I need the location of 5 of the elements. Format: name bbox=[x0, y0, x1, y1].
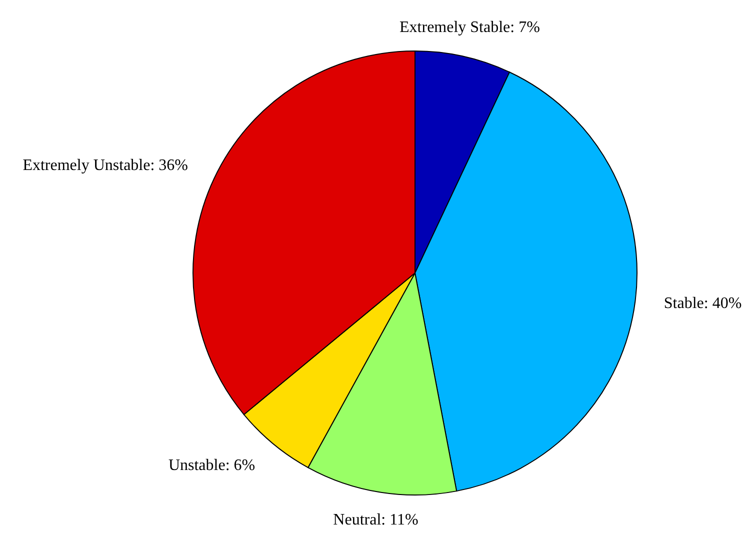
slice-label: Extremely Stable: 7% bbox=[400, 18, 540, 36]
slice-label: Unstable: 6% bbox=[168, 456, 256, 474]
slice-label: Neutral: 11% bbox=[333, 511, 418, 528]
slice-label: Extremely Unstable: 36% bbox=[22, 156, 188, 174]
slice-label: Stable: 40% bbox=[664, 295, 742, 312]
